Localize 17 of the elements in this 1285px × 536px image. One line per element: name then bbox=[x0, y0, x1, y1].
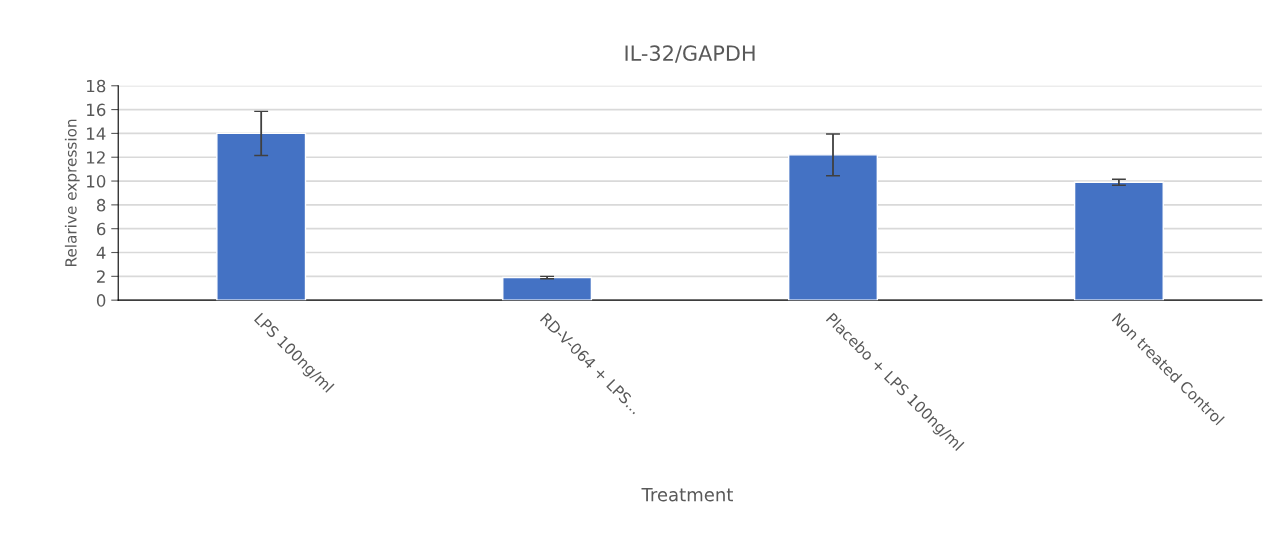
y-tick-label: 14 bbox=[87, 127, 106, 140]
bar bbox=[502, 276, 593, 301]
y-axis-title: Relarive expression bbox=[64, 119, 80, 267]
y-tick-label: 12 bbox=[87, 151, 105, 164]
chart-title: IL-32/GAPDH bbox=[625, 45, 755, 63]
y-tick-label: 18 bbox=[87, 79, 106, 93]
y-tick-label: 0 bbox=[96, 294, 106, 307]
bar bbox=[216, 132, 307, 301]
y-tick-label: 8 bbox=[96, 198, 106, 212]
y-tick-label: 6 bbox=[96, 222, 106, 236]
y-tick-label: 10 bbox=[87, 175, 106, 188]
bar bbox=[1073, 181, 1164, 301]
x-axis-title: Treatment bbox=[641, 488, 733, 502]
y-tick-label: 4 bbox=[96, 246, 106, 259]
y-tick-label: 16 bbox=[87, 103, 106, 117]
y-tick-label: 2 bbox=[97, 270, 105, 283]
bar bbox=[787, 154, 879, 301]
